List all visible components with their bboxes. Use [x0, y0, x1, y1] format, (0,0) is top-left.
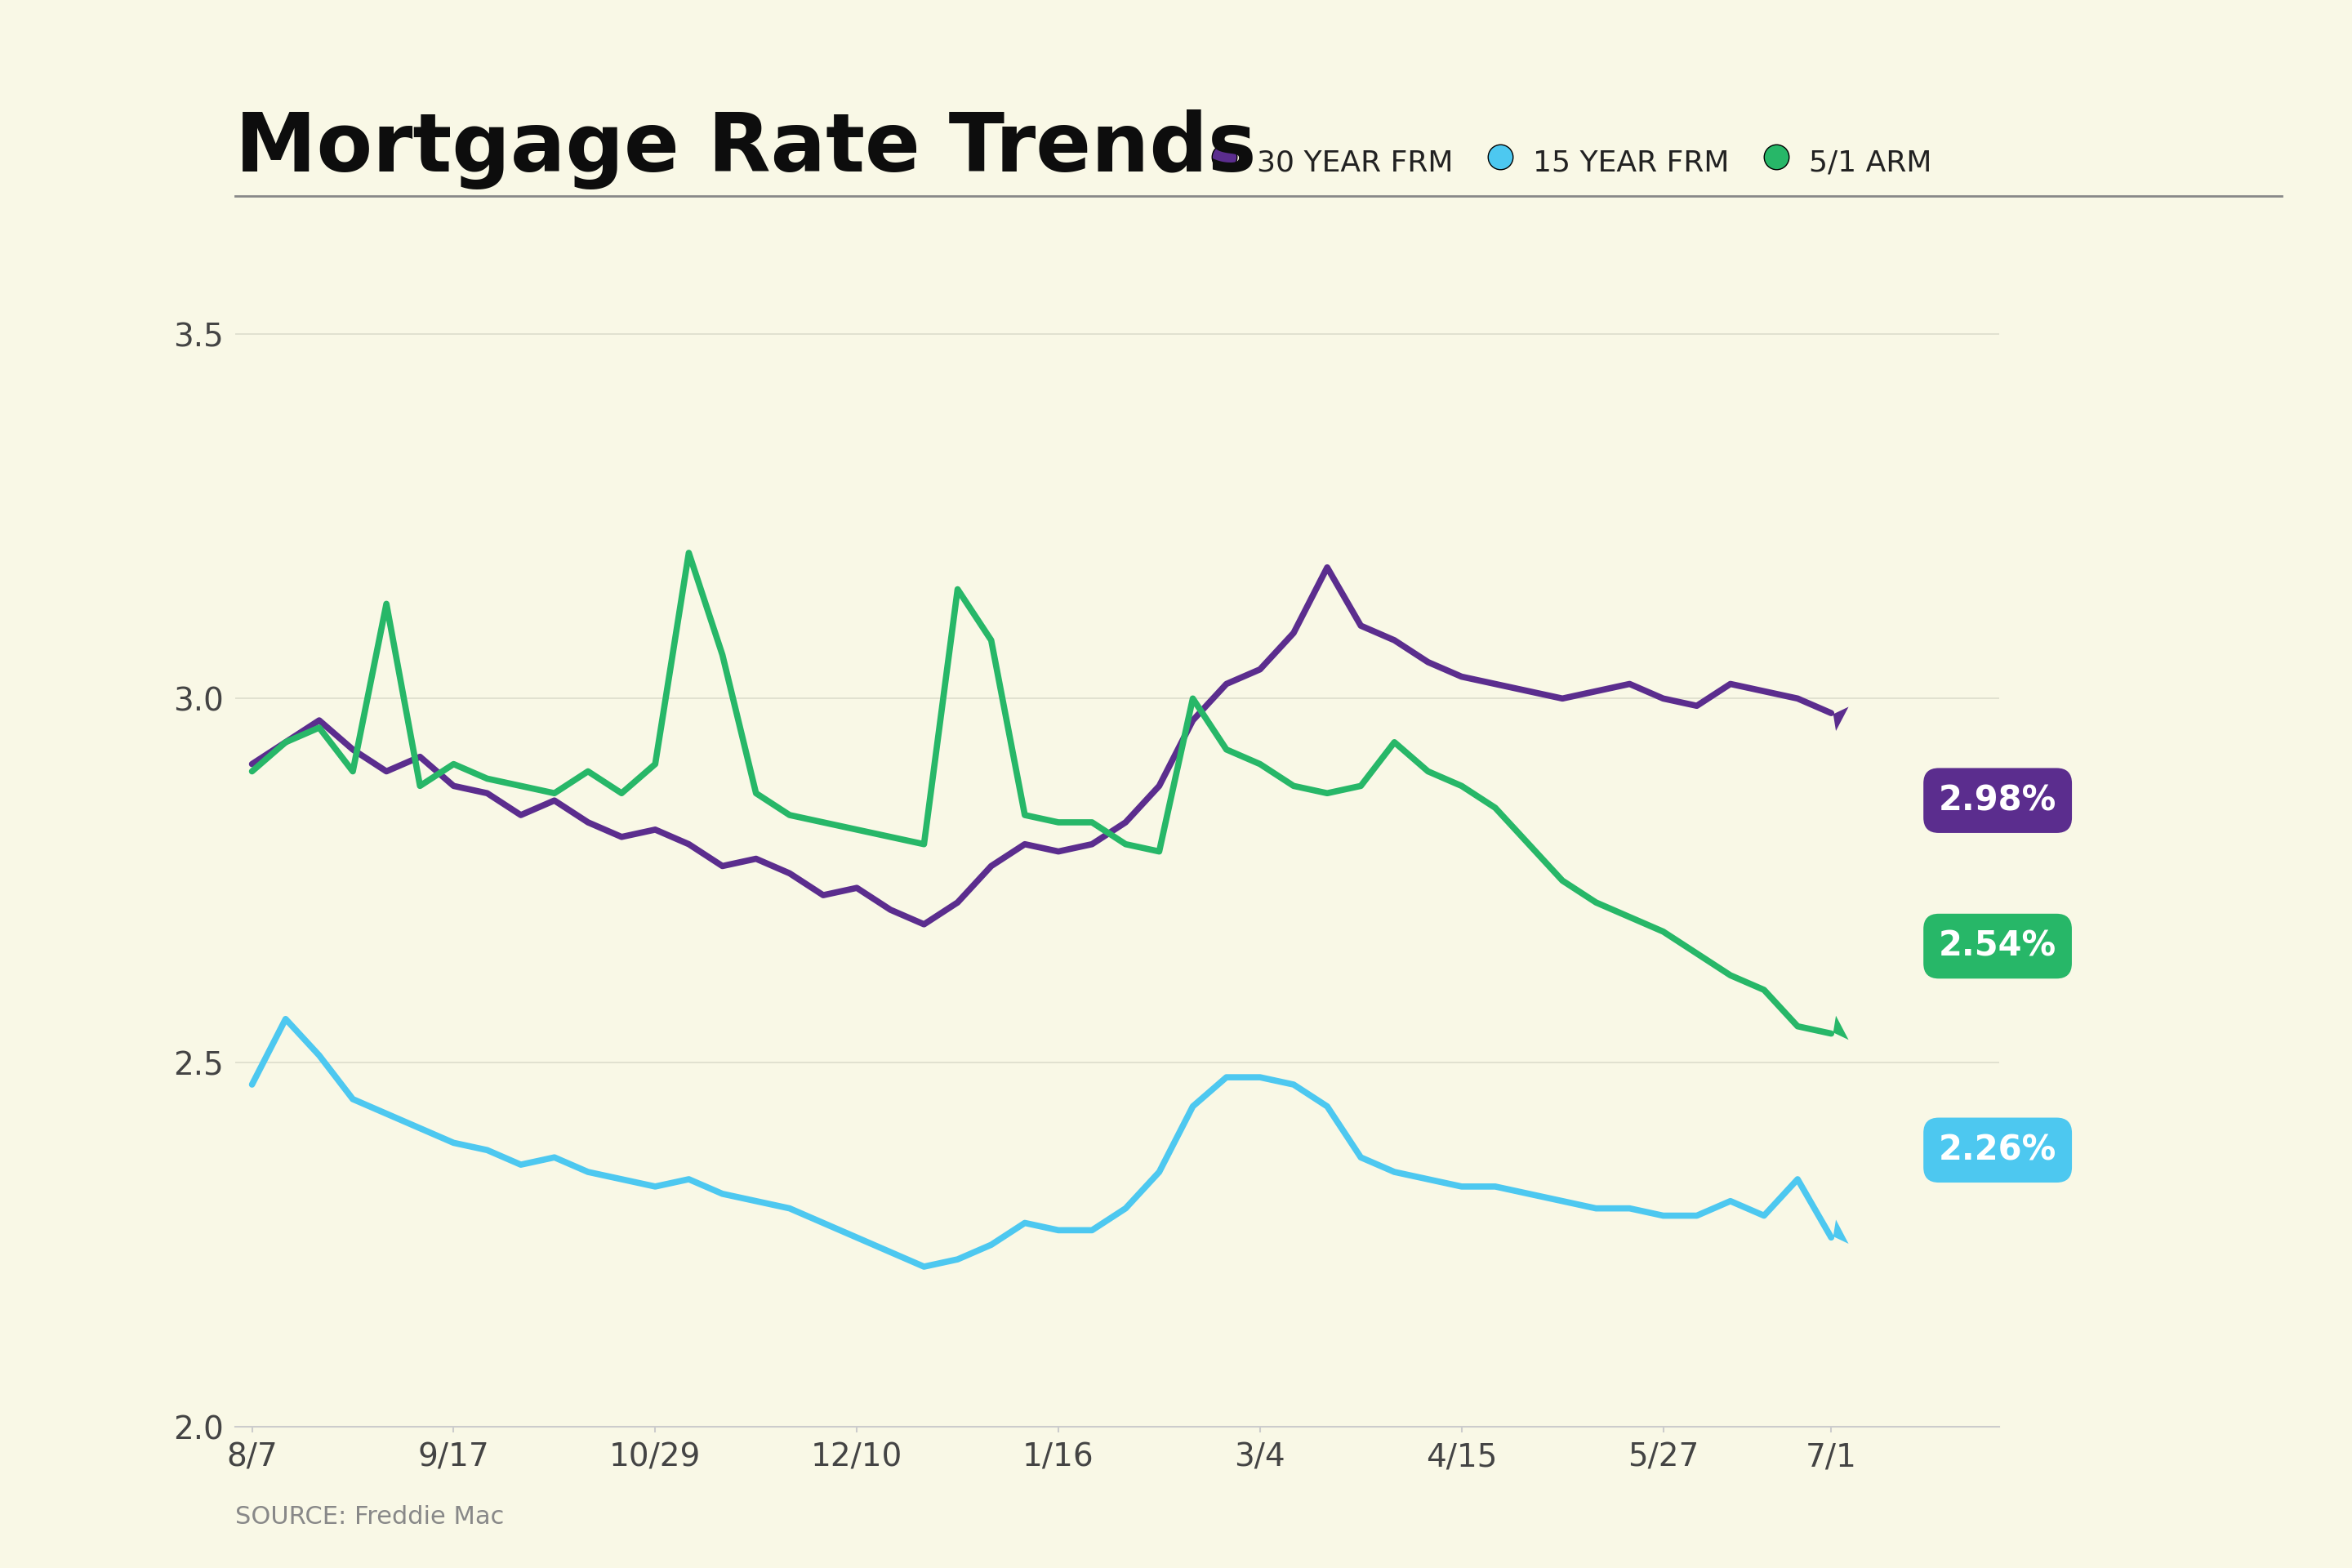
Text: 2.54%: 2.54% — [1832, 928, 2056, 1040]
Text: 2.98%: 2.98% — [1832, 707, 2056, 817]
Legend: 30 YEAR FRM, 15 YEAR FRM, 5/1 ARM: 30 YEAR FRM, 15 YEAR FRM, 5/1 ARM — [1207, 143, 1931, 179]
Text: Mortgage Rate Trends: Mortgage Rate Trends — [235, 110, 1256, 190]
Text: SOURCE: Freddie Mac: SOURCE: Freddie Mac — [235, 1505, 503, 1529]
Text: 2.26%: 2.26% — [1832, 1134, 2056, 1243]
